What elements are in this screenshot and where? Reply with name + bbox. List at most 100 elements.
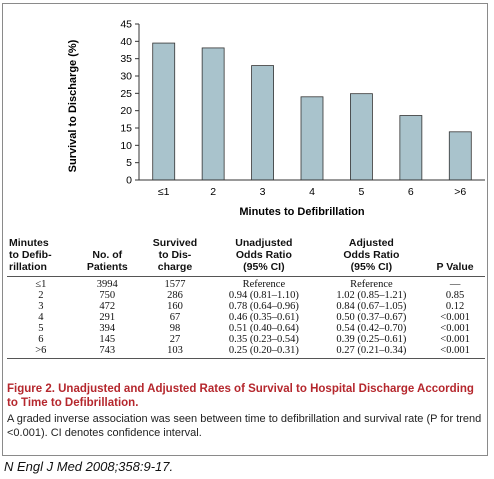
table-cell: 145 (99, 334, 116, 345)
table-row: >6 743 103 0.25 (0.20–0.31) 0.27 (0.21–0.34)… (7, 345, 485, 359)
column-header-line: Survived (152, 237, 198, 249)
x-tick-label: 3 (260, 186, 266, 198)
x-tick-label: 2 (210, 186, 216, 198)
table-cell: 0.39 (0.25–0.61) (336, 334, 407, 345)
table-cell: <0.001 (440, 312, 470, 323)
table-cell: ≤1 (7, 276, 75, 290)
y-tick-label: 10 (120, 140, 132, 152)
column-header-line: to Defib- (9, 249, 52, 261)
x-tick-label: ≤1 (158, 186, 170, 198)
column-header-line: to Dis- (158, 249, 192, 261)
table-cell: 0.84 (0.67–1.05) (336, 301, 407, 312)
table-cell: 3994 (74, 276, 140, 290)
column-header: Survived to Dis-charge (140, 237, 210, 277)
column-header-line: Unadjusted (235, 237, 293, 249)
table-cell: >6 (7, 345, 75, 359)
bar (300, 96, 324, 181)
y-tick-label: 45 (120, 19, 132, 31)
column-header-line: Patients (86, 261, 128, 273)
table-cell: 0.51 (0.40–0.64) (228, 323, 299, 334)
table-cell: 750 (99, 290, 116, 301)
table-cell: Reference (210, 276, 318, 290)
header-row: Minutes to Defib-rillation No. of Patients S… (7, 237, 485, 277)
bar (201, 47, 225, 181)
caption-text: A graded inverse association was seen be… (7, 413, 482, 439)
bar (350, 93, 373, 181)
y-tick-label: 25 (120, 88, 132, 100)
table-cell: 6 (38, 334, 44, 345)
table-cell: 1.02 (0.85–1.21) (336, 290, 407, 301)
column-header-line: Odds Ratio (235, 249, 292, 261)
column-header: Minutes to Defib-rillation (7, 237, 75, 277)
column-header-line: charge (157, 261, 193, 273)
table-cell: 0.25 (0.20–0.31) (210, 345, 318, 359)
column-header-line: Odds Ratio (343, 249, 400, 261)
y-tick-label: 30 (120, 71, 132, 83)
table-cell: 0.12 (445, 301, 465, 312)
table-cell: — (425, 276, 485, 290)
y-axis: 0 5 10 15 20 25 30 35 40 45 (120, 19, 140, 187)
bar (251, 65, 274, 181)
x-tick-label: 5 (359, 186, 365, 198)
table-cell: <0.001 (440, 334, 470, 345)
column-header: No. of Patients (75, 237, 140, 277)
table-cell: 5 (38, 323, 44, 334)
caption-title: Figure 2. Unadjusted and Adjusted Rates … (7, 383, 474, 409)
bar (448, 131, 472, 181)
x-tick-label: 4 (309, 186, 315, 198)
table-row: 2 750 286 0.94 (0.81–1.10) 1.02 (0.85–1.21) 0… (7, 290, 485, 301)
table-cell: 67 (169, 312, 181, 323)
column-header-line: Minutes (9, 237, 49, 249)
table-cell: 160 (167, 301, 183, 312)
y-axis-title: Survival to Discharge (%) (67, 39, 79, 172)
table-cell: 98 (169, 323, 181, 334)
x-axis-title: Minutes to Defibrillation (239, 206, 365, 218)
table-row: 5 394 98 0.51 (0.40–0.64) 0.54 (0.42–0.70) <0… (7, 323, 485, 334)
y-tick-label: 40 (120, 36, 132, 48)
table-cell: 394 (99, 323, 116, 334)
table-cell: <0.001 (425, 345, 485, 359)
bar (399, 115, 423, 181)
table-cell: 4 (38, 312, 44, 323)
stats-table-body: ≤1 3994 1577 Reference Reference —2 750 286 0.94… (7, 276, 485, 359)
table-row: 4 291 67 0.46 (0.35–0.61) 0.50 (0.37–0.67) <0… (7, 312, 485, 323)
y-tick-label: 20 (120, 105, 132, 117)
table-cell: 291 (99, 312, 116, 323)
table-cell: 3 (38, 301, 44, 312)
x-tick-label: >6 (454, 186, 466, 198)
table-cell: 0.54 (0.42–0.70) (336, 323, 407, 334)
x-axis: ≤1 2 3 4 5 6 >6 (139, 179, 485, 198)
table-cell: <0.001 (440, 323, 470, 334)
table-row: 3 472 160 0.78 (0.64–0.96) 0.84 (0.67–1.05) 0… (7, 301, 485, 312)
citation: N Engl J Med 2008;358:9-17. (4, 459, 174, 474)
table-cell: 0.78 (0.64–0.96) (228, 301, 299, 312)
table-row: ≤1 3994 1577 Reference Reference — (7, 276, 485, 290)
table-cell: 0.50 (0.37–0.67) (336, 312, 407, 323)
column-header-line: rillation (9, 261, 47, 273)
table-cell: 103 (139, 345, 211, 359)
bar (152, 42, 176, 181)
bars (152, 42, 472, 181)
figure-panel: 0 5 10 15 20 25 30 35 40 45 ≤1 2 3 4 5 6 >6 Survival to… (2, 3, 488, 456)
column-header: Unadjusted Odds Ratio (95% CI) (210, 237, 318, 277)
table-cell: 0.46 (0.35–0.61) (228, 312, 299, 323)
table-cell: 0.85 (445, 290, 465, 301)
table-cell: 286 (167, 290, 183, 301)
table-cell: Reference (317, 276, 426, 290)
table-cell: 0.27 (0.21–0.34) (317, 345, 426, 359)
table-cell: 27 (169, 334, 181, 345)
column-header-line: Adjusted (348, 237, 394, 249)
column-header-line: (95% CI) (350, 261, 393, 273)
y-tick-label: 35 (120, 53, 132, 65)
column-header: Adjusted Odds Ratio (95% CI) (318, 237, 426, 277)
table-cell: 2 (38, 290, 44, 301)
table-cell: 0.35 (0.23–0.54) (228, 334, 299, 345)
column-header-line: (95% CI) (243, 261, 285, 273)
stats-table-header: Minutes to Defib-rillation No. of Patients S… (7, 237, 485, 277)
y-tick-label: 15 (120, 123, 132, 135)
column-header: P Value (425, 237, 485, 277)
table-cell: 743 (74, 345, 140, 359)
table-cell: 0.94 (0.81–1.10) (228, 290, 299, 301)
column-header-line: P Value (436, 261, 474, 273)
